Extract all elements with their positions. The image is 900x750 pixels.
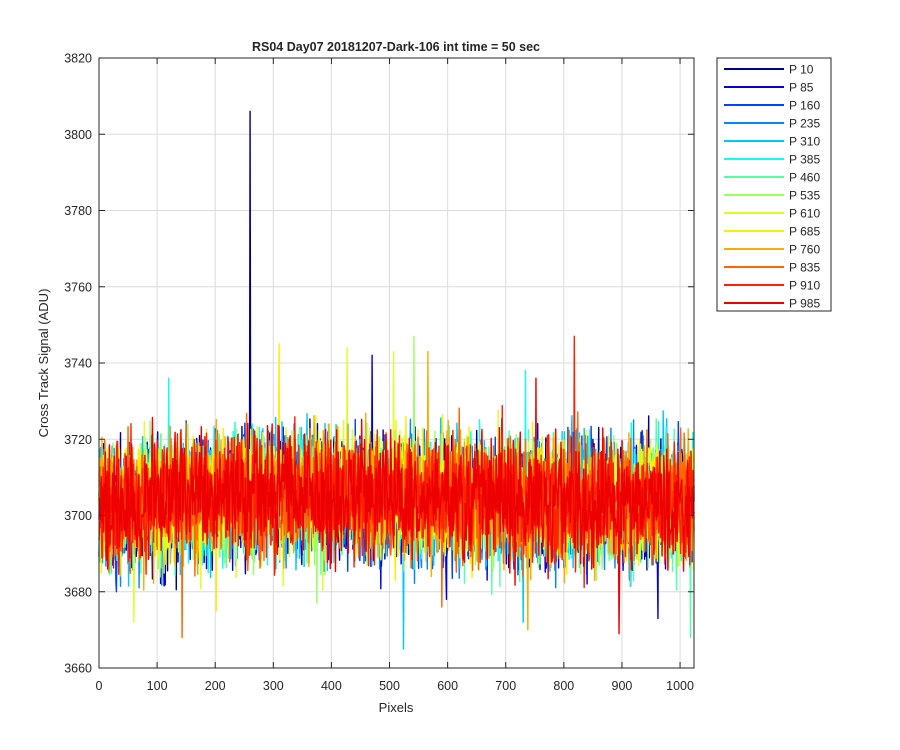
x-tick-label: 0 [96, 679, 103, 693]
x-tick-label: 800 [553, 679, 574, 693]
legend-label: P 910 [789, 279, 820, 293]
legend-label: P 535 [789, 189, 820, 203]
x-tick-label: 400 [321, 679, 342, 693]
legend-label: P 460 [789, 171, 820, 185]
legend-label: P 310 [789, 135, 820, 149]
y-tick-label: 3700 [64, 509, 92, 523]
y-tick-label: 3720 [64, 433, 92, 447]
chart-title: RS04 Day07 20181207-Dark-106 int time = … [252, 40, 540, 54]
series-line [98, 377, 695, 635]
series-lines [98, 110, 695, 650]
x-tick-label: 200 [205, 679, 226, 693]
legend-label: P 85 [789, 81, 814, 95]
x-tick-label: 1000 [666, 679, 694, 693]
legend-label: P 835 [789, 261, 820, 275]
legend-box [716, 57, 832, 312]
y-axis-label: Cross Track Signal (ADU) [36, 289, 51, 438]
legend-label: P 685 [789, 225, 820, 239]
x-axis-label: Pixels [379, 700, 414, 715]
x-tick-label: 100 [147, 679, 168, 693]
y-tick-label: 3760 [64, 280, 92, 294]
x-tick-label: 700 [495, 679, 516, 693]
y-tick-label: 3800 [64, 128, 92, 142]
legend-label: P 160 [789, 99, 820, 113]
legend-label: P 610 [789, 207, 820, 221]
x-tick-label: 300 [263, 679, 284, 693]
axis-ticks: 0 100 200 300 400 500 600 700 800 900 1000 3660 3680… [64, 52, 694, 694]
x-tick-label: 600 [437, 679, 458, 693]
legend: P 10 P 85 P 160 P 235 P 310 P 385 P 460 P 535 P … [716, 57, 832, 312]
x-tick-label: 500 [379, 679, 400, 693]
y-tick-label: 3680 [64, 585, 92, 599]
legend-label: P 235 [789, 117, 820, 131]
legend-label: P 10 [789, 63, 814, 77]
y-tick-label: 3660 [64, 662, 92, 676]
y-tick-label: 3820 [64, 52, 92, 66]
legend-label: P 985 [789, 297, 820, 311]
legend-label: P 760 [789, 243, 820, 257]
y-tick-label: 3740 [64, 357, 92, 371]
y-tick-label: 3780 [64, 204, 92, 218]
x-tick-label: 900 [612, 679, 633, 693]
legend-label: P 385 [789, 153, 820, 167]
